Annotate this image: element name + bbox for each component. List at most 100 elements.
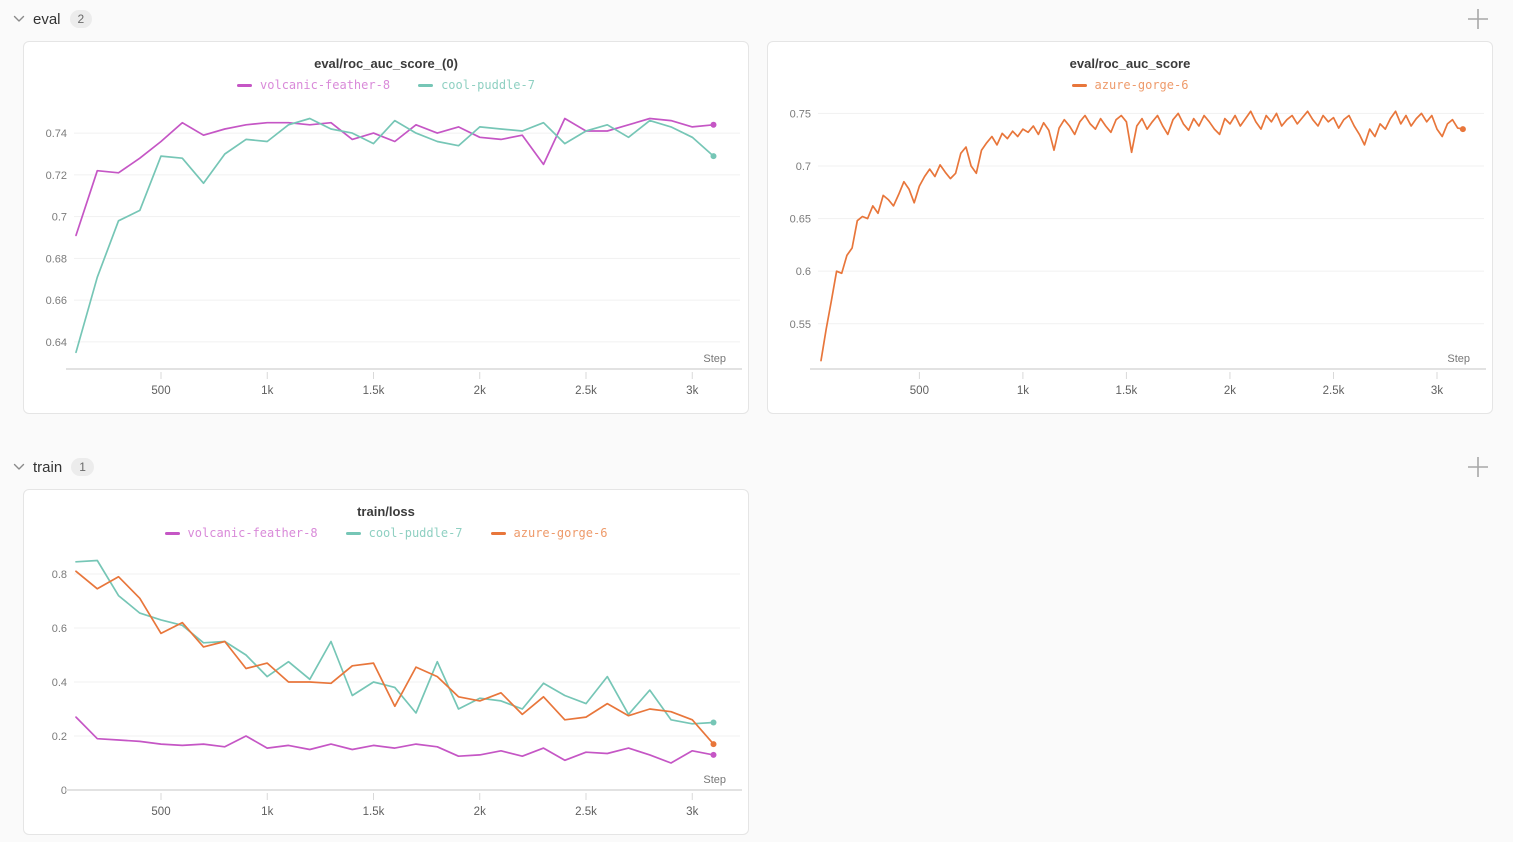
chart-plot-area[interactable]: 0.64 0.66 0.68 0.7 0.72 0.74 500 1k 1.5k 2k 2.5k 3k… [24, 96, 748, 413]
legend-item-volcanic-feather-8[interactable]: volcanic-feather-8 [164, 526, 318, 540]
series-line-cool-puddle-7 [75, 559, 715, 725]
series-endpoint-cool-puddle-7 [710, 719, 717, 726]
series-endpoint-volcanic-feather-8 [710, 121, 717, 128]
legend-swatch [418, 83, 434, 87]
legend-swatch [164, 531, 180, 535]
svg-text:0.68: 0.68 [46, 253, 67, 265]
legend-item-azure-gorge-6[interactable]: azure-gorge-6 [490, 526, 608, 540]
section-train-add-panel-button[interactable] [1463, 452, 1493, 482]
plus-icon [1468, 9, 1488, 29]
chart-legend: volcanic-feather-8 cool-puddle-7 [24, 74, 748, 96]
legend-swatch [345, 531, 361, 535]
chart-panel-roc-auc-score-0[interactable]: eval/roc_auc_score_(0) volcanic-feather-… [23, 41, 749, 414]
section-train-label: train [33, 458, 63, 476]
eval-panels-row: eval/roc_auc_score_(0) volcanic-feather-… [10, 41, 1493, 414]
legend-item-volcanic-feather-8[interactable]: volcanic-feather-8 [237, 78, 390, 92]
svg-text:0.6: 0.6 [52, 623, 67, 635]
svg-text:500: 500 [151, 385, 170, 397]
svg-text:3k: 3k [1431, 385, 1443, 397]
chart-panel-roc-auc-score[interactable]: eval/roc_auc_score azure-gorge-6 0.55 0.6… [767, 41, 1493, 414]
legend-run-name: azure-gorge-6 [1094, 78, 1189, 92]
y-tick-labels: 0 0.2 0.4 0.6 0.8 [52, 569, 67, 797]
svg-text:0.74: 0.74 [46, 128, 67, 140]
svg-text:0.65: 0.65 [790, 214, 811, 226]
section-train-header: train 1 [10, 456, 1493, 478]
svg-text:2k: 2k [1224, 385, 1236, 397]
series-line-azure-gorge-6 [75, 570, 715, 745]
section-eval-collapse-button[interactable] [10, 10, 28, 28]
svg-text:0.72: 0.72 [46, 170, 67, 182]
svg-text:1k: 1k [261, 385, 273, 397]
y-tick-labels: 0.64 0.66 0.68 0.7 0.72 0.74 [46, 128, 67, 349]
section-eval: eval 2 eval/roc_auc_score_(0) volcanic-f… [10, 8, 1493, 414]
legend-item-azure-gorge-6[interactable]: azure-gorge-6 [1071, 78, 1189, 92]
svg-text:2k: 2k [474, 806, 486, 818]
svg-text:1.5k: 1.5k [363, 806, 385, 818]
svg-text:0.55: 0.55 [790, 319, 811, 331]
series-endpoint-azure-gorge-6 [710, 741, 717, 748]
section-eval-header: eval 2 [10, 8, 1493, 30]
svg-text:500: 500 [151, 806, 170, 818]
x-axis-step-label: Step [703, 774, 726, 786]
x-axis: 500 1k 1.5k 2k 2.5k 3k Step [66, 774, 742, 818]
chevron-down-icon [13, 15, 25, 22]
chart-plot-area[interactable]: 0.55 0.6 0.65 0.7 0.75 500 1k 1.5k 2k 2.5k 3k Step [768, 96, 1492, 413]
y-gridlines [818, 112, 1484, 325]
svg-text:2.5k: 2.5k [575, 385, 597, 397]
section-train: train 1 train/loss volcanic-feather-8 coo… [10, 456, 1493, 835]
svg-text:0.7: 0.7 [796, 161, 811, 173]
series-endpoint-cool-puddle-7 [710, 153, 717, 160]
y-tick-labels: 0.55 0.6 0.65 0.7 0.75 [790, 108, 811, 330]
x-axis: 500 1k 1.5k 2k 2.5k 3k Step [66, 353, 742, 397]
series-line-cool-puddle-7 [75, 117, 715, 354]
plus-icon [1468, 457, 1488, 477]
section-train-collapse-button[interactable] [10, 458, 28, 476]
series-line-azure-gorge-6 [820, 110, 1464, 362]
legend-item-cool-puddle-7[interactable]: cool-puddle-7 [345, 526, 463, 540]
svg-text:3k: 3k [686, 806, 698, 818]
legend-run-name: volcanic-feather-8 [260, 78, 391, 92]
svg-text:1.5k: 1.5k [363, 385, 385, 397]
x-axis-step-label: Step [703, 353, 726, 365]
chart-legend: volcanic-feather-8 cool-puddle-7 azure-gor… [24, 522, 748, 544]
series-line-volcanic-feather-8 [75, 716, 715, 764]
svg-text:1k: 1k [261, 806, 273, 818]
section-train-count-badge: 1 [71, 458, 94, 476]
svg-text:1.5k: 1.5k [1116, 385, 1138, 397]
legend-swatch [490, 531, 506, 535]
svg-text:2.5k: 2.5k [1323, 385, 1345, 397]
svg-text:0.6: 0.6 [796, 266, 811, 278]
chart-title: train/loss [357, 504, 415, 519]
svg-text:0.7: 0.7 [52, 212, 67, 224]
chart-plot-area[interactable]: 0 0.2 0.4 0.6 0.8 500 1k 1.5k 2k 2.5k 3k Step [24, 544, 748, 834]
svg-text:0.4: 0.4 [52, 677, 67, 689]
svg-text:1k: 1k [1017, 385, 1029, 397]
legend-item-cool-puddle-7[interactable]: cool-puddle-7 [418, 78, 535, 92]
train-panels-row: train/loss volcanic-feather-8 cool-puddle… [10, 489, 1493, 835]
svg-text:0.64: 0.64 [46, 337, 67, 349]
section-eval-count-badge: 2 [69, 10, 93, 28]
chart-title: eval/roc_auc_score_(0) [314, 56, 458, 71]
chart-panel-train-loss[interactable]: train/loss volcanic-feather-8 cool-puddle… [23, 489, 749, 835]
legend-run-name: volcanic-feather-8 [187, 526, 318, 540]
legend-swatch [237, 83, 253, 87]
series-endpoint-azure-gorge-6 [1459, 126, 1466, 133]
svg-text:3k: 3k [686, 385, 698, 397]
y-gridlines [74, 132, 740, 343]
legend-run-name: azure-gorge-6 [513, 526, 608, 540]
chevron-down-icon [13, 463, 25, 470]
svg-text:0.75: 0.75 [790, 108, 811, 120]
svg-text:0.8: 0.8 [52, 569, 67, 581]
svg-text:500: 500 [910, 385, 929, 397]
svg-text:2.5k: 2.5k [575, 806, 597, 818]
svg-text:0.66: 0.66 [46, 295, 67, 307]
chart-legend: azure-gorge-6 [768, 74, 1492, 96]
section-eval-label: eval [33, 10, 61, 28]
legend-run-name: cool-puddle-7 [368, 526, 463, 540]
x-axis-step-label: Step [1447, 353, 1470, 365]
legend-swatch [1071, 83, 1087, 87]
legend-run-name: cool-puddle-7 [441, 78, 535, 92]
section-eval-add-panel-button[interactable] [1463, 4, 1493, 34]
svg-text:2k: 2k [474, 385, 486, 397]
